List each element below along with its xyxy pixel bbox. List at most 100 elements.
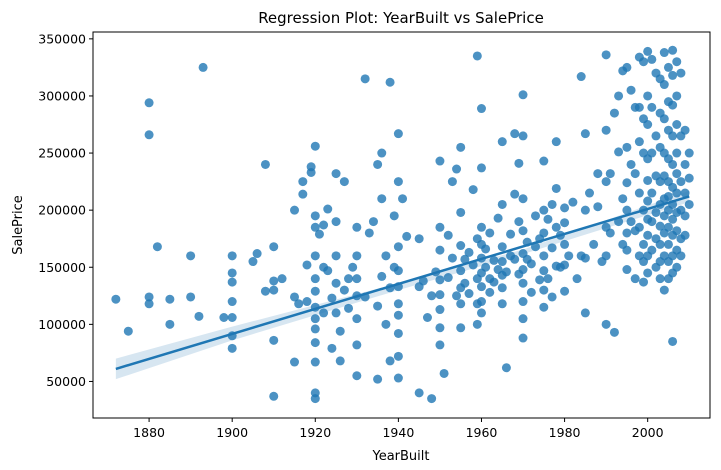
data-point bbox=[560, 260, 570, 270]
data-point bbox=[389, 211, 399, 221]
data-point bbox=[539, 285, 549, 295]
data-point bbox=[352, 314, 362, 324]
data-point bbox=[497, 137, 507, 147]
data-point bbox=[639, 277, 649, 287]
data-point bbox=[643, 230, 653, 240]
data-point bbox=[672, 91, 682, 101]
data-point bbox=[269, 242, 279, 252]
data-point bbox=[269, 391, 279, 401]
data-point bbox=[269, 335, 279, 345]
data-point bbox=[331, 169, 341, 179]
data-point bbox=[327, 343, 337, 353]
data-point bbox=[510, 254, 520, 264]
y-tick-label: 250000 bbox=[38, 146, 86, 161]
y-axis-label: SalePrice bbox=[11, 195, 26, 255]
data-point bbox=[539, 156, 549, 166]
data-point bbox=[659, 80, 669, 90]
data-point bbox=[314, 229, 324, 239]
y-axis-ticks: 50000 100000 150000 200000 250000 300000 35000… bbox=[38, 31, 93, 389]
data-point bbox=[227, 297, 237, 307]
data-point bbox=[580, 253, 590, 263]
data-point bbox=[310, 314, 320, 324]
data-point bbox=[659, 285, 669, 295]
data-point bbox=[435, 156, 445, 166]
data-point bbox=[518, 297, 528, 307]
data-point bbox=[668, 100, 678, 110]
data-point bbox=[464, 289, 474, 299]
data-point bbox=[331, 251, 341, 261]
data-point bbox=[260, 286, 270, 296]
data-point bbox=[501, 363, 511, 373]
data-point bbox=[593, 169, 603, 179]
data-point bbox=[472, 51, 482, 61]
data-point bbox=[186, 251, 196, 261]
data-point bbox=[622, 205, 632, 215]
data-point bbox=[373, 159, 383, 169]
data-point bbox=[452, 291, 462, 301]
data-point bbox=[605, 228, 615, 238]
data-point bbox=[626, 159, 636, 169]
data-point bbox=[439, 368, 449, 378]
data-point bbox=[551, 137, 561, 147]
data-point bbox=[622, 142, 632, 152]
data-point bbox=[460, 278, 470, 288]
data-point bbox=[663, 62, 673, 72]
data-point bbox=[518, 131, 528, 141]
x-tick-label: 1920 bbox=[299, 425, 331, 440]
data-point bbox=[227, 251, 237, 261]
data-point bbox=[144, 299, 154, 309]
data-point bbox=[418, 276, 428, 286]
data-point bbox=[452, 164, 462, 174]
data-point bbox=[647, 188, 657, 198]
data-point bbox=[476, 308, 486, 318]
data-point bbox=[144, 292, 154, 302]
data-point bbox=[643, 268, 653, 278]
data-point bbox=[580, 205, 590, 215]
data-point bbox=[663, 239, 673, 249]
data-point bbox=[323, 266, 333, 276]
x-tick-label: 1900 bbox=[216, 425, 248, 440]
data-point bbox=[123, 326, 133, 336]
data-point bbox=[485, 287, 495, 297]
data-point bbox=[601, 319, 611, 329]
x-tick-label: 1880 bbox=[133, 425, 165, 440]
y-tick-label: 200000 bbox=[38, 203, 86, 218]
data-point bbox=[572, 274, 582, 284]
data-point bbox=[227, 268, 237, 278]
data-point bbox=[335, 356, 345, 366]
data-point bbox=[219, 313, 229, 323]
data-point bbox=[331, 308, 341, 318]
data-point bbox=[435, 305, 445, 315]
data-point bbox=[335, 326, 345, 336]
data-point bbox=[668, 45, 678, 55]
data-point bbox=[456, 241, 466, 251]
data-point bbox=[614, 147, 624, 157]
data-point bbox=[331, 217, 341, 227]
data-point bbox=[630, 274, 640, 284]
data-point bbox=[310, 251, 320, 261]
data-point bbox=[647, 245, 657, 255]
data-point bbox=[655, 274, 665, 284]
data-point bbox=[539, 302, 549, 312]
data-point bbox=[393, 129, 403, 139]
data-point bbox=[672, 169, 682, 179]
data-point bbox=[518, 265, 528, 275]
data-point bbox=[456, 299, 466, 309]
data-point bbox=[634, 188, 644, 198]
data-point bbox=[560, 239, 570, 249]
data-point bbox=[481, 262, 491, 272]
data-point bbox=[323, 204, 333, 214]
data-point bbox=[348, 262, 358, 272]
x-tick-label: 1960 bbox=[466, 425, 498, 440]
data-point bbox=[485, 228, 495, 238]
data-point bbox=[447, 177, 457, 187]
data-point bbox=[680, 230, 690, 240]
data-point bbox=[605, 169, 615, 179]
data-point bbox=[144, 130, 154, 140]
data-point bbox=[539, 266, 549, 276]
data-point bbox=[634, 137, 644, 147]
x-tick-label: 1980 bbox=[549, 425, 581, 440]
data-point bbox=[551, 183, 561, 193]
data-point bbox=[319, 308, 329, 318]
data-point bbox=[672, 148, 682, 158]
